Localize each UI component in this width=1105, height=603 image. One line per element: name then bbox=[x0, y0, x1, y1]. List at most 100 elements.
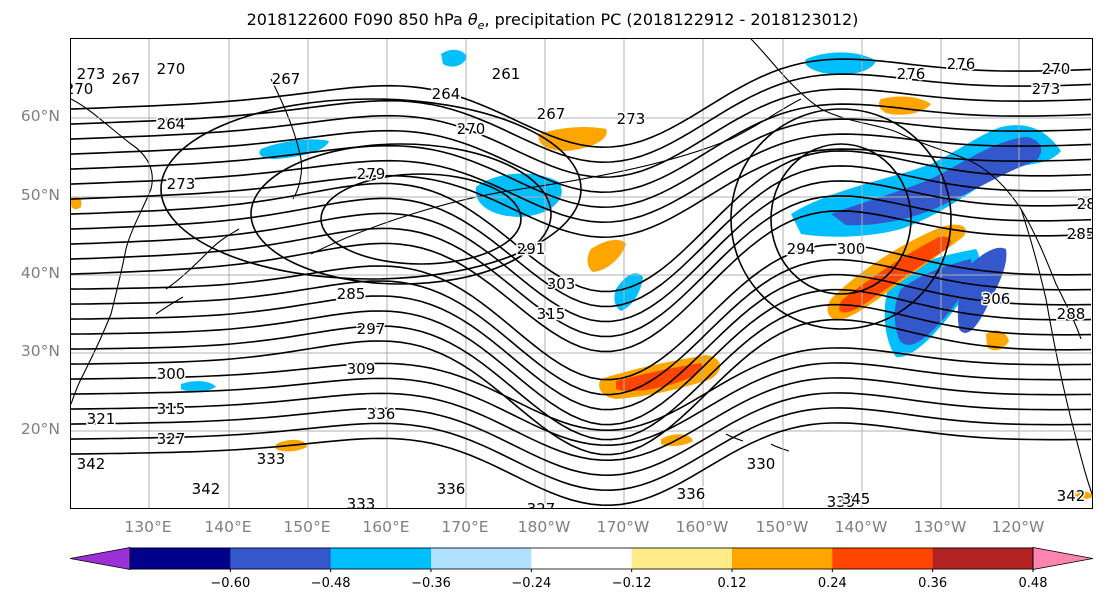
contour-label: 309 bbox=[347, 360, 376, 378]
theta-e-contour bbox=[770, 143, 912, 295]
contour-label: 333 bbox=[257, 450, 286, 468]
shade-pos-gulf bbox=[878, 96, 931, 115]
colorbar-tick-label: −0.48 bbox=[310, 576, 351, 591]
theta-e-contour bbox=[730, 108, 952, 330]
theta-e-contour bbox=[71, 73, 1092, 164]
colorbar-swatch bbox=[330, 547, 432, 570]
latitude-label: 30°N bbox=[20, 342, 60, 360]
theta-e-contour bbox=[320, 173, 522, 265]
longitude-label: 160°W bbox=[675, 518, 729, 536]
shade-neg-small-2 bbox=[614, 273, 643, 311]
contour-label: 306 bbox=[982, 290, 1011, 308]
longitude-label: 170°E bbox=[441, 518, 489, 536]
contour-label: 267 bbox=[537, 105, 566, 123]
longitude-label: 150°E bbox=[283, 518, 331, 536]
colorbar-swatch bbox=[932, 547, 1034, 570]
colorbar-swatch bbox=[130, 547, 231, 570]
longitude-label: 130°E bbox=[124, 518, 172, 536]
theta-e-contour bbox=[71, 318, 1092, 456]
contour-label: 315 bbox=[537, 305, 566, 323]
contour-label: 264 bbox=[432, 85, 461, 103]
theta-e-contour bbox=[71, 195, 1092, 338]
contour-label: 345 bbox=[842, 490, 871, 508]
shade-pos-aleutian bbox=[538, 126, 607, 151]
contour-labels: 2732702672702642672642702672732762702732… bbox=[71, 54, 1093, 509]
colorbar-extend-min bbox=[70, 547, 131, 570]
theta-e-contour bbox=[71, 58, 1092, 149]
theta-e-contour bbox=[71, 362, 1092, 447]
latitude-label: 20°N bbox=[20, 420, 60, 438]
colorbar-swatch bbox=[832, 547, 934, 570]
contour-label: 273 bbox=[617, 110, 646, 128]
theta-e-contour bbox=[71, 407, 1092, 492]
theta-e-contour bbox=[71, 258, 1092, 396]
coast-asia bbox=[71, 98, 153, 405]
theta-e-contour bbox=[71, 303, 1092, 441]
shade-neg-small-4 bbox=[441, 49, 467, 67]
shade-neg-small-1 bbox=[259, 139, 329, 159]
contour-label: 342 bbox=[192, 480, 221, 498]
contour-label: 273 bbox=[167, 175, 196, 193]
map-panel: 2732702672702642672642702672732762702732… bbox=[70, 38, 1093, 509]
theta-e-contour bbox=[71, 180, 1092, 323]
coast-alaska bbox=[750, 39, 1082, 340]
colorbar-outline bbox=[129, 547, 1034, 570]
shade-pos-midpacific bbox=[587, 239, 626, 272]
contour-label: 270 bbox=[457, 120, 486, 138]
longitude-label: 170°W bbox=[596, 518, 650, 536]
shade-pos-coast bbox=[986, 330, 1009, 351]
theta-e-contour bbox=[71, 148, 1092, 239]
latitude-label: 50°N bbox=[20, 186, 60, 204]
theta-e-contour bbox=[71, 88, 1092, 179]
contour-label: 342 bbox=[77, 455, 106, 473]
colorbar-swatch bbox=[631, 547, 733, 570]
colorbar-tick-label: −0.60 bbox=[210, 576, 251, 591]
theta-e-contour bbox=[71, 243, 1092, 381]
theta-e-contour bbox=[71, 150, 1092, 293]
theta-e-contour bbox=[71, 210, 1092, 353]
contour-label: 291 bbox=[517, 240, 546, 258]
plot-title: 2018122600 F090 850 hPa θe, precipitatio… bbox=[246, 10, 859, 33]
contour-label: 276 bbox=[897, 65, 926, 83]
colorbar-tick-label: 0.24 bbox=[817, 576, 847, 591]
contour-label: 321 bbox=[87, 410, 116, 428]
colorbar-swatch bbox=[230, 547, 332, 570]
longitude-label: 140°E bbox=[204, 518, 252, 536]
theta-e-contour bbox=[71, 118, 1092, 209]
coast-aleutians bbox=[310, 98, 802, 255]
contour-label: 294 bbox=[787, 240, 816, 258]
shade-pos-small-3 bbox=[1071, 491, 1092, 500]
contour-label: 336 bbox=[367, 405, 396, 423]
contour-label: 285 bbox=[337, 285, 366, 303]
colorbar-swatch bbox=[431, 547, 532, 570]
theta-e-contour bbox=[160, 98, 582, 280]
longitude-label: 130°W bbox=[913, 518, 967, 536]
contour-label: 276 bbox=[947, 55, 976, 73]
longitude-label: 120°W bbox=[991, 518, 1045, 536]
longitude-label: 140°W bbox=[834, 518, 888, 536]
theta-e-contour bbox=[71, 347, 1092, 432]
theta-e-contour bbox=[71, 377, 1092, 462]
contour-label: 327 bbox=[527, 500, 556, 509]
latitude-label: 60°N bbox=[20, 107, 60, 125]
contour-label: 273 bbox=[77, 65, 106, 83]
contour-label: 273 bbox=[1032, 80, 1061, 98]
theta-e-contour bbox=[71, 392, 1092, 477]
contour-label: 297 bbox=[357, 320, 386, 338]
coastlines bbox=[71, 39, 1092, 496]
theta-e-contour bbox=[71, 422, 1092, 507]
theta-e-contour bbox=[71, 273, 1092, 411]
contour-label: 285 bbox=[1067, 225, 1093, 243]
longitude-label: 180°W bbox=[517, 518, 571, 536]
contour-label: 300 bbox=[837, 240, 866, 258]
coast-na-west bbox=[1020, 208, 1092, 496]
map-canvas: 2732702672702642672642702672732762702732… bbox=[71, 39, 1093, 509]
colorbar-extend-max bbox=[1032, 547, 1093, 570]
coast-kamchatka bbox=[270, 78, 303, 200]
contour-label: 300 bbox=[157, 365, 186, 383]
theta-e-contour bbox=[71, 288, 1092, 426]
contour-label: 315 bbox=[157, 400, 186, 418]
contour-label: 267 bbox=[112, 70, 141, 88]
contour-label: 270 bbox=[157, 60, 186, 78]
contour-label: 261 bbox=[492, 65, 521, 83]
